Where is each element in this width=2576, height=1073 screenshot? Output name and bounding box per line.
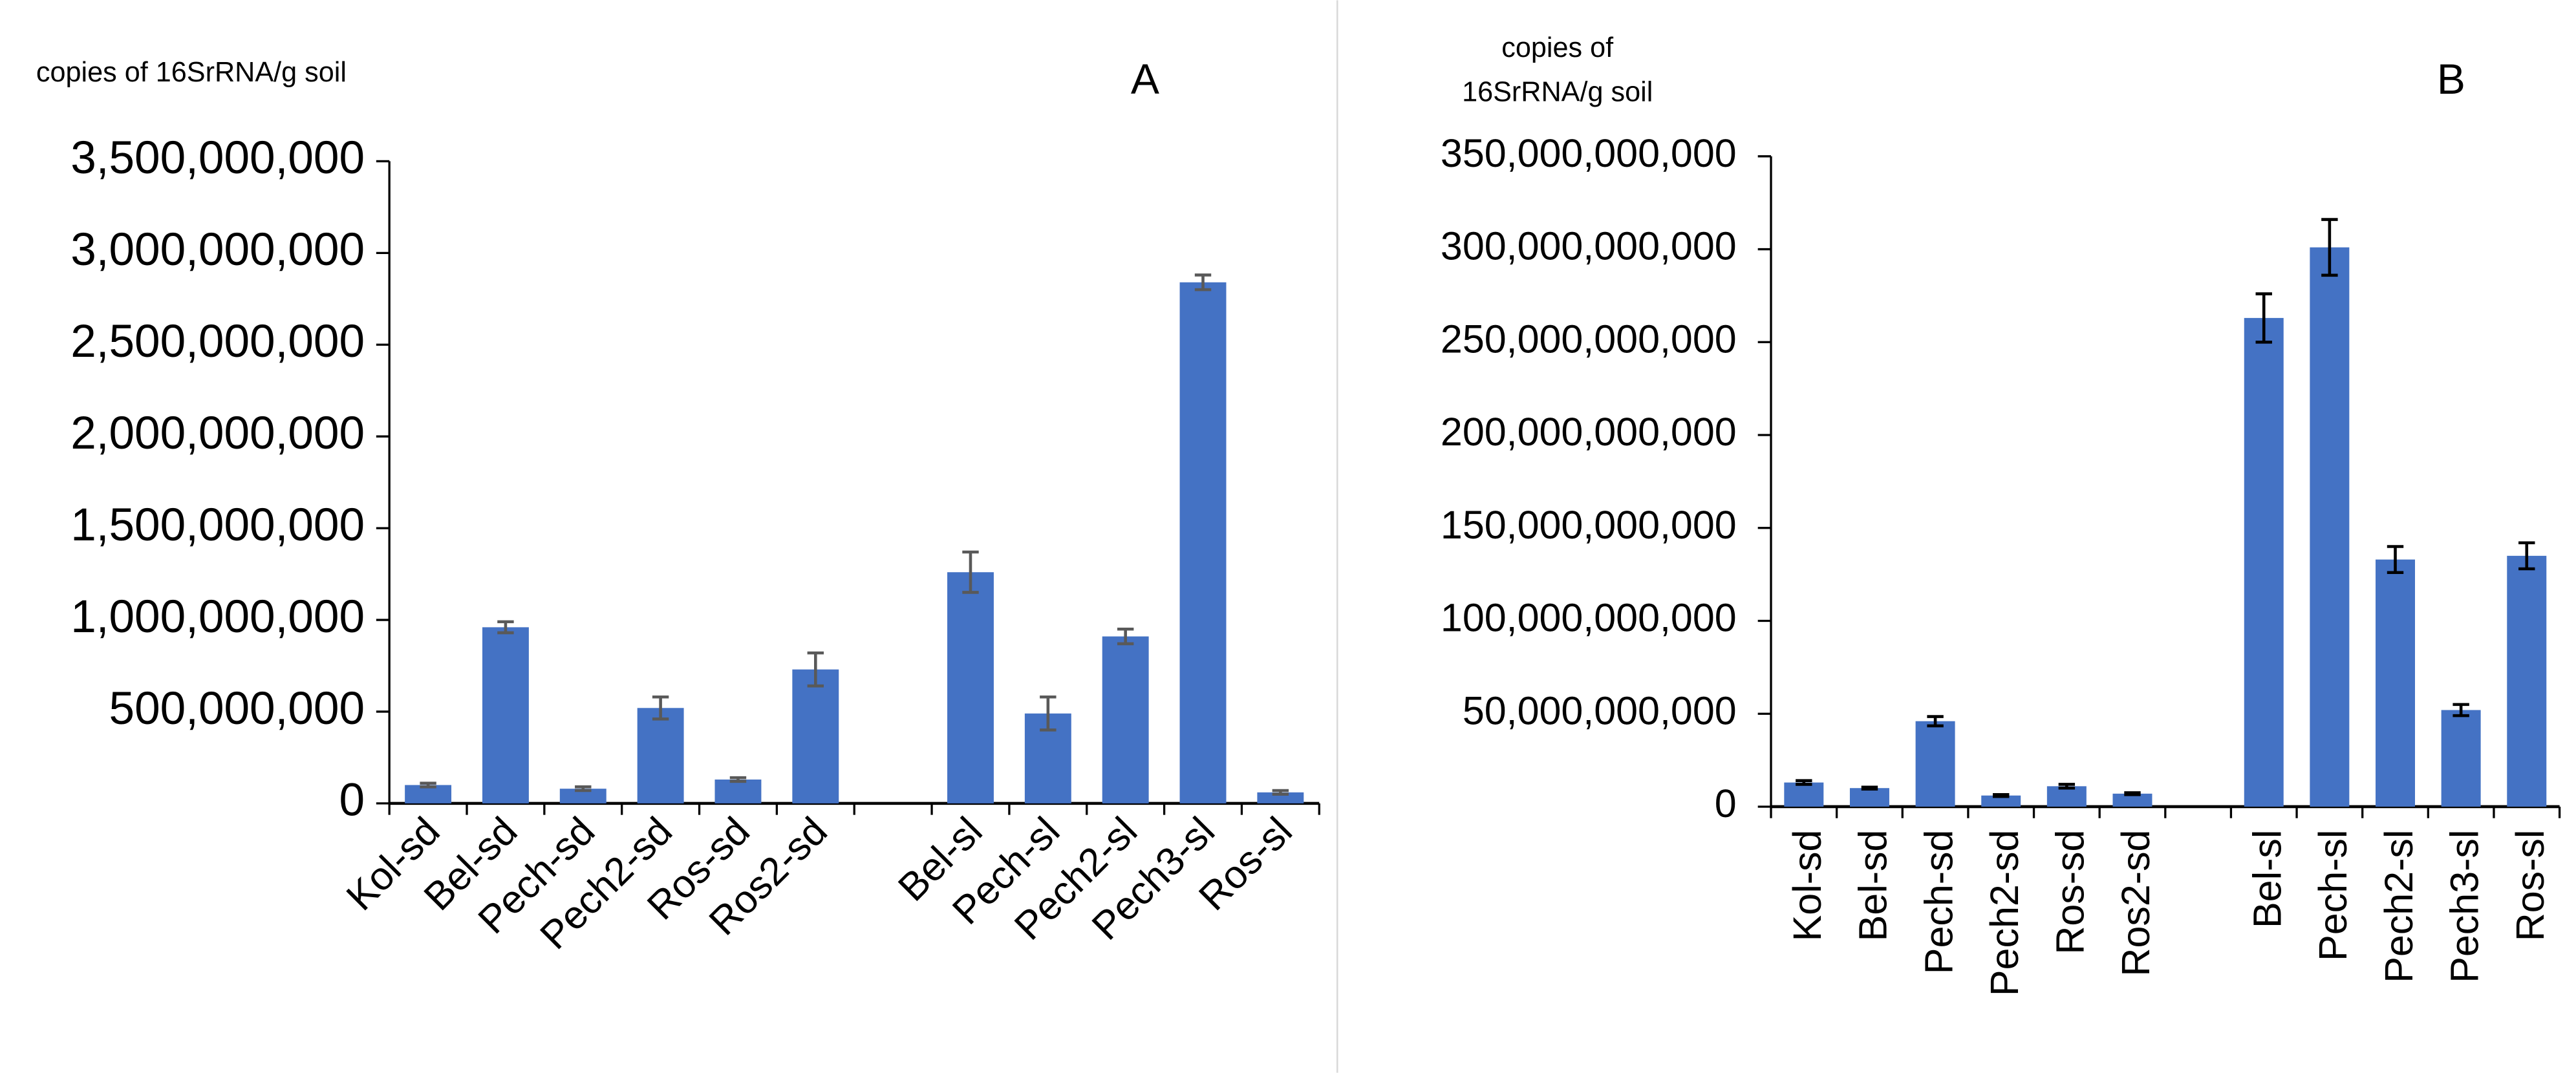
bar [1784,782,1824,807]
y-tick-label: 100,000,000,000 [1441,596,1737,640]
panel-label: A [1131,55,1159,103]
y-tick-label: 350,000,000,000 [1441,131,1737,175]
bar [1849,788,1889,807]
x-tick-label: Pech3-sl [2442,830,2486,983]
y-axis-title: copies of 16SrRNA/g soil [36,57,347,88]
y-tick-label: 250,000,000,000 [1441,317,1737,361]
x-tick-label: Ros-sd [2048,830,2092,955]
error-bar [1927,715,1944,728]
bar [792,669,839,803]
x-tick-label: Ros-sl [2508,830,2552,942]
bar [2112,793,2152,807]
bar [1179,282,1227,803]
error-bar [1796,779,1812,786]
error-bar [2321,218,2338,277]
x-tick-label: Bel-sd [1851,830,1895,942]
bar [947,572,994,803]
y-tick-label: 1,500,000,000 [70,500,365,551]
x-tick-label: Pech2-sd [1982,830,2026,997]
error-bar [420,781,436,789]
error-bar [2387,545,2404,575]
error-bar [1861,785,1878,791]
bar [2507,555,2547,807]
error-bar [2453,703,2469,717]
x-tick-label: Pech-sd [1916,830,1960,975]
error-bar [1272,789,1289,796]
bar [1102,636,1149,803]
error-bar [497,620,514,635]
bar [637,708,684,803]
bar [1915,721,1955,807]
y-tick-label: 50,000,000,000 [1463,688,1737,732]
error-bar [1194,273,1212,292]
y-tick-label: 2,000,000,000 [70,408,365,459]
error-bar [1040,695,1057,732]
error-bar [1117,627,1134,646]
error-bar [575,785,592,792]
x-tick-label: Ros2-sd [2114,830,2158,977]
bar [2376,559,2415,807]
bar [482,627,529,803]
error-bar [2058,783,2076,790]
error-bar [652,695,669,721]
x-tick-label: Bel-sl [2246,830,2290,928]
panel-label: B [2437,55,2465,103]
y-tick-label: 1,000,000,000 [70,591,365,643]
y-tick-label: 200,000,000,000 [1441,410,1737,454]
x-tick-label: Kol-sd [1785,830,1829,942]
y-tick-label: 500,000,000 [109,683,365,734]
x-tick-label: Pech-sl [2311,830,2355,961]
bar [1981,795,2021,807]
bar [2441,710,2481,807]
y-tick-label: 2,500,000,000 [70,316,365,367]
error-bar [962,550,979,594]
y-tick-label: 0 [339,775,365,826]
bar [559,789,606,803]
bar [1257,792,1304,803]
y-axis-title: copies of [1501,32,1614,63]
bar [2310,247,2350,807]
error-bar [729,776,747,783]
error-bar [2124,791,2141,796]
y-tick-label: 3,500,000,000 [70,133,365,184]
error-bar [2255,292,2272,344]
y-tick-label: 3,000,000,000 [70,224,365,275]
y-tick-label: 0 [1715,781,1737,825]
bar [2244,317,2284,807]
y-tick-label: 150,000,000,000 [1441,503,1737,547]
bar [2046,786,2087,807]
y-tick-label: 300,000,000,000 [1441,224,1737,268]
error-bar [807,651,824,688]
error-bar [1993,792,2010,798]
y-axis-title: 16SrRNA/g soil [1462,77,1653,108]
error-bar [2518,541,2535,571]
bar [714,779,762,803]
x-tick-label: Pech2-sl [2377,830,2421,983]
